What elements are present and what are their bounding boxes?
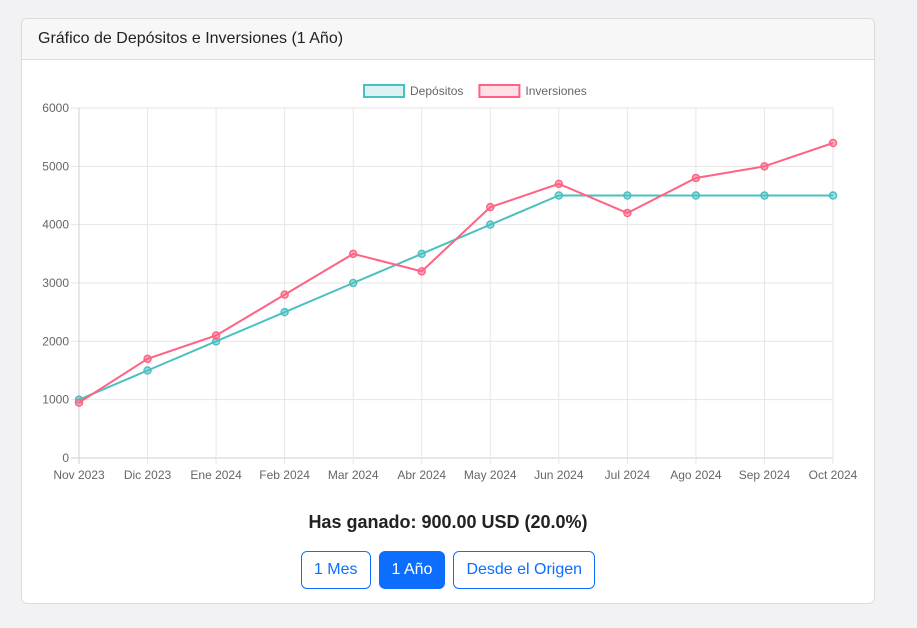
- range-buttons: 1 Mes 1 Año Desde el Origen: [22, 551, 874, 589]
- data-point: [143, 366, 152, 375]
- x-tick-label: Sep 2024: [739, 468, 791, 482]
- data-point: [486, 202, 495, 212]
- series-line-1: [78, 142, 834, 404]
- x-tick-label: Mar 2024: [328, 468, 379, 482]
- series-line-0: [78, 194, 833, 401]
- x-tick-label: Jun 2024: [534, 468, 584, 482]
- data-point: [623, 191, 632, 200]
- range-1-month-button[interactable]: 1 Mes: [300, 551, 371, 589]
- x-tick-label: Abr 2024: [397, 468, 446, 482]
- data-point: [280, 290, 289, 299]
- x-tick-label: Ene 2024: [190, 468, 242, 482]
- earnings-summary: Has ganado: 900.00 USD (20.0%): [308, 512, 588, 532]
- data-point: [417, 267, 426, 276]
- data-point: [760, 162, 769, 171]
- x-tick-label: Dic 2023: [124, 468, 172, 482]
- legend-swatch: [478, 84, 521, 98]
- data-point: [280, 307, 289, 317]
- line-chart: 0 1000 2000 3000 4000 5000 6000 Nov 2023 Dic 202…: [42, 84, 858, 482]
- data-point: [554, 179, 564, 189]
- y-tick-label: 3000: [42, 276, 69, 290]
- legend-label: Inversiones: [525, 84, 586, 98]
- x-tick-label: May 2024: [464, 468, 517, 482]
- chart-card: Gráfico de Depósitos e Inversiones (1 Añ…: [21, 18, 875, 604]
- x-tick-label: Ago 2024: [670, 468, 722, 482]
- y-tick-label: 1000: [42, 393, 69, 407]
- y-tick-label: 4000: [42, 218, 69, 232]
- data-point: [623, 208, 632, 218]
- legend-swatch: [363, 84, 405, 98]
- data-point: [74, 398, 84, 407]
- y-tick-label: 2000: [42, 334, 69, 348]
- legend-label: Depósitos: [410, 84, 463, 98]
- data-point: [211, 331, 221, 340]
- x-tick-label: Jul 2024: [605, 468, 651, 482]
- data-point: [691, 173, 701, 183]
- x-tick-label: Oct 2024: [809, 468, 858, 482]
- data-point: [486, 220, 495, 229]
- range-1-year-button[interactable]: 1 Año: [378, 551, 446, 589]
- data-point: [828, 138, 838, 148]
- x-tick-label: Feb 2024: [259, 468, 310, 482]
- data-point: [348, 278, 358, 288]
- y-tick-label: 5000: [42, 159, 69, 173]
- data-point: [554, 191, 564, 200]
- x-tick-label: Nov 2023: [53, 468, 105, 482]
- data-point: [828, 191, 838, 200]
- data-point: [691, 191, 701, 200]
- card-title: Gráfico de Depósitos e Inversiones (1 Añ…: [22, 19, 874, 60]
- y-tick-label: 0: [62, 451, 69, 465]
- data-point: [348, 249, 358, 259]
- y-tick-label: 6000: [42, 101, 69, 115]
- data-point: [143, 354, 152, 364]
- range-since-origin-button[interactable]: Desde el Origen: [453, 551, 596, 589]
- data-point: [417, 249, 426, 259]
- data-point: [760, 191, 769, 200]
